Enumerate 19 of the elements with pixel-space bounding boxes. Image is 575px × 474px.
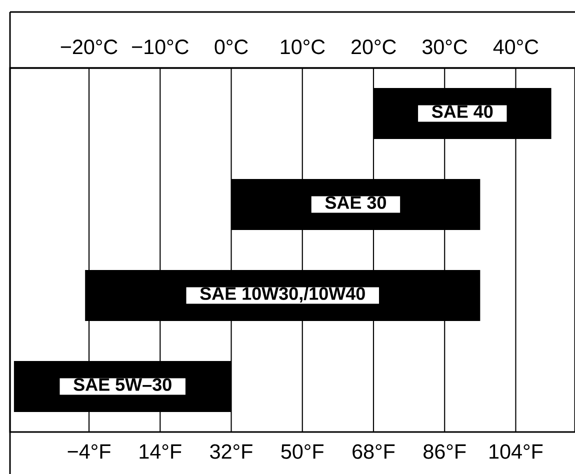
x-tick-label: 68°F bbox=[352, 444, 395, 459]
x-tick-label: 50°F bbox=[281, 444, 324, 459]
x-tick-label: 32°F bbox=[210, 444, 252, 459]
x2-tick-label: 0°C bbox=[214, 40, 248, 54]
x-tick-label: 14°F bbox=[140, 444, 182, 459]
y-tick-label: SAE 30 bbox=[325, 196, 386, 209]
x-tick-label: 86°F bbox=[424, 444, 466, 459]
bar bbox=[231, 179, 480, 230]
x2-tick-label: −20°C bbox=[60, 40, 118, 54]
x2-tick-label: 20°C bbox=[352, 40, 396, 54]
x2-tick-label: 10°C bbox=[280, 40, 325, 54]
x2-tick-label: 40°C bbox=[493, 40, 538, 54]
y-tick-label: SAE 40 bbox=[432, 105, 493, 118]
y-tick-label: SAE 5W–30 bbox=[74, 378, 172, 391]
x2-tick-label: −10°C bbox=[132, 40, 188, 54]
x-tick-label: −4°F bbox=[68, 444, 110, 459]
x2-tick-label: 30°C bbox=[422, 40, 468, 54]
x-tick-label: 104°F bbox=[490, 444, 543, 459]
y-tick-label: SAE 10W30,/10W40 bbox=[200, 286, 365, 303]
